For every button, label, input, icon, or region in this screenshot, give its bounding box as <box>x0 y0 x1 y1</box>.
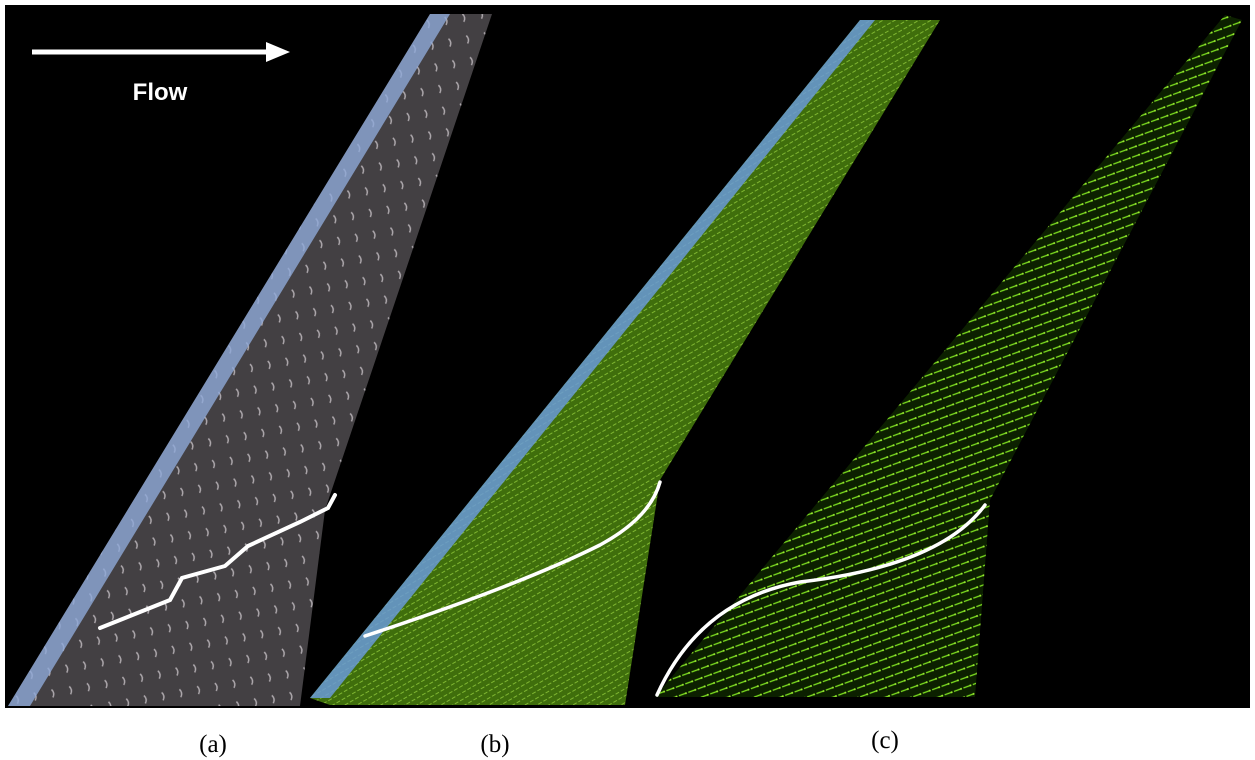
panel-label: (a) <box>199 731 227 758</box>
panel-label: (c) <box>871 727 899 754</box>
figure: Flow (a) (b) (c) <box>0 0 1255 760</box>
flow-label: Flow <box>133 79 188 106</box>
panel-label: (b) <box>480 731 509 758</box>
page: Flow (a) (b) (c) (() => { const data = J… <box>0 0 1255 760</box>
